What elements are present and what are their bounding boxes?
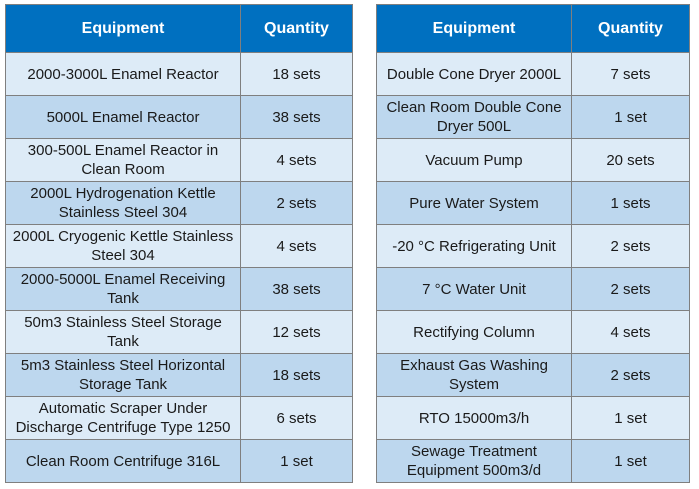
equipment-table-right: Equipment Quantity Double Cone Dryer 200… — [376, 4, 690, 483]
table-header-row: Equipment Quantity — [376, 4, 690, 53]
table-row: Clean Room Double Cone Dryer 500L 1 set — [376, 95, 690, 139]
equipment-cell: Pure Water System — [376, 181, 572, 225]
table-row: Vacuum Pump 20 sets — [376, 138, 690, 182]
equipment-cell: 300-500L Enamel Reactor in Clean Room — [5, 138, 241, 182]
equipment-table-left: Equipment Quantity 2000-3000L Enamel Rea… — [5, 4, 353, 483]
table-row: Rectifying Column 4 sets — [376, 310, 690, 354]
quantity-cell: 2 sets — [571, 353, 690, 397]
quantity-cell: 18 sets — [240, 52, 353, 96]
equipment-cell: 2000-3000L Enamel Reactor — [5, 52, 241, 96]
quantity-cell: 4 sets — [240, 138, 353, 182]
equipment-cell: 2000L Hydrogenation Kettle Stainless Ste… — [5, 181, 241, 225]
quantity-cell: 2 sets — [240, 181, 353, 225]
equipment-cell: -20 °C Refrigerating Unit — [376, 224, 572, 268]
equipment-cell: RTO 15000m3/h — [376, 396, 572, 440]
quantity-cell: 1 set — [240, 439, 353, 483]
table-row: 2000L Hydrogenation Kettle Stainless Ste… — [5, 181, 353, 225]
header-quantity: Quantity — [240, 4, 353, 53]
table-row: 50m3 Stainless Steel Storage Tank 12 set… — [5, 310, 353, 354]
quantity-cell: 1 set — [571, 95, 690, 139]
quantity-cell: 6 sets — [240, 396, 353, 440]
equipment-cell: 50m3 Stainless Steel Storage Tank — [5, 310, 241, 354]
table-row: 5000L Enamel Reactor 38 sets — [5, 95, 353, 139]
quantity-cell: 1 set — [571, 439, 690, 483]
table-row: Exhaust Gas Washing System 2 sets — [376, 353, 690, 397]
quantity-cell: 1 set — [571, 396, 690, 440]
header-quantity: Quantity — [571, 4, 690, 53]
quantity-cell: 38 sets — [240, 95, 353, 139]
table-row: 2000L Cryogenic Kettle Stainless Steel 3… — [5, 224, 353, 268]
table-row: 7 °C Water Unit 2 sets — [376, 267, 690, 311]
equipment-cell: Double Cone Dryer 2000L — [376, 52, 572, 96]
table-row: 5m3 Stainless Steel Horizontal Storage T… — [5, 353, 353, 397]
equipment-cell: Vacuum Pump — [376, 138, 572, 182]
equipment-cell: 7 °C Water Unit — [376, 267, 572, 311]
quantity-cell: 4 sets — [240, 224, 353, 268]
equipment-cell: Exhaust Gas Washing System — [376, 353, 572, 397]
quantity-cell: 2 sets — [571, 267, 690, 311]
table-row: Pure Water System 1 sets — [376, 181, 690, 225]
table-row: -20 °C Refrigerating Unit 2 sets — [376, 224, 690, 268]
equipment-cell: Automatic Scraper Under Discharge Centri… — [5, 396, 241, 440]
equipment-cell: Sewage Treatment Equipment 500m3/d — [376, 439, 572, 483]
equipment-cell: Rectifying Column — [376, 310, 572, 354]
quantity-cell: 1 sets — [571, 181, 690, 225]
quantity-cell: 4 sets — [571, 310, 690, 354]
table-row: 2000-3000L Enamel Reactor 18 sets — [5, 52, 353, 96]
equipment-cell: Clean Room Double Cone Dryer 500L — [376, 95, 572, 139]
table-row: Automatic Scraper Under Discharge Centri… — [5, 396, 353, 440]
header-equipment: Equipment — [376, 4, 572, 53]
table-row: 2000-5000L Enamel Receiving Tank 38 sets — [5, 267, 353, 311]
quantity-cell: 12 sets — [240, 310, 353, 354]
quantity-cell: 18 sets — [240, 353, 353, 397]
equipment-cell: 2000-5000L Enamel Receiving Tank — [5, 267, 241, 311]
quantity-cell: 7 sets — [571, 52, 690, 96]
quantity-cell: 38 sets — [240, 267, 353, 311]
quantity-cell: 20 sets — [571, 138, 690, 182]
table-row: RTO 15000m3/h 1 set — [376, 396, 690, 440]
equipment-cell: Clean Room Centrifuge 316L — [5, 439, 241, 483]
equipment-cell: 2000L Cryogenic Kettle Stainless Steel 3… — [5, 224, 241, 268]
table-row: 300-500L Enamel Reactor in Clean Room 4 … — [5, 138, 353, 182]
table-row: Sewage Treatment Equipment 500m3/d 1 set — [376, 439, 690, 483]
table-row: Clean Room Centrifuge 316L 1 set — [5, 439, 353, 483]
equipment-cell: 5000L Enamel Reactor — [5, 95, 241, 139]
table-row: Double Cone Dryer 2000L 7 sets — [376, 52, 690, 96]
table-header-row: Equipment Quantity — [5, 4, 353, 53]
quantity-cell: 2 sets — [571, 224, 690, 268]
equipment-cell: 5m3 Stainless Steel Horizontal Storage T… — [5, 353, 241, 397]
header-equipment: Equipment — [5, 4, 241, 53]
